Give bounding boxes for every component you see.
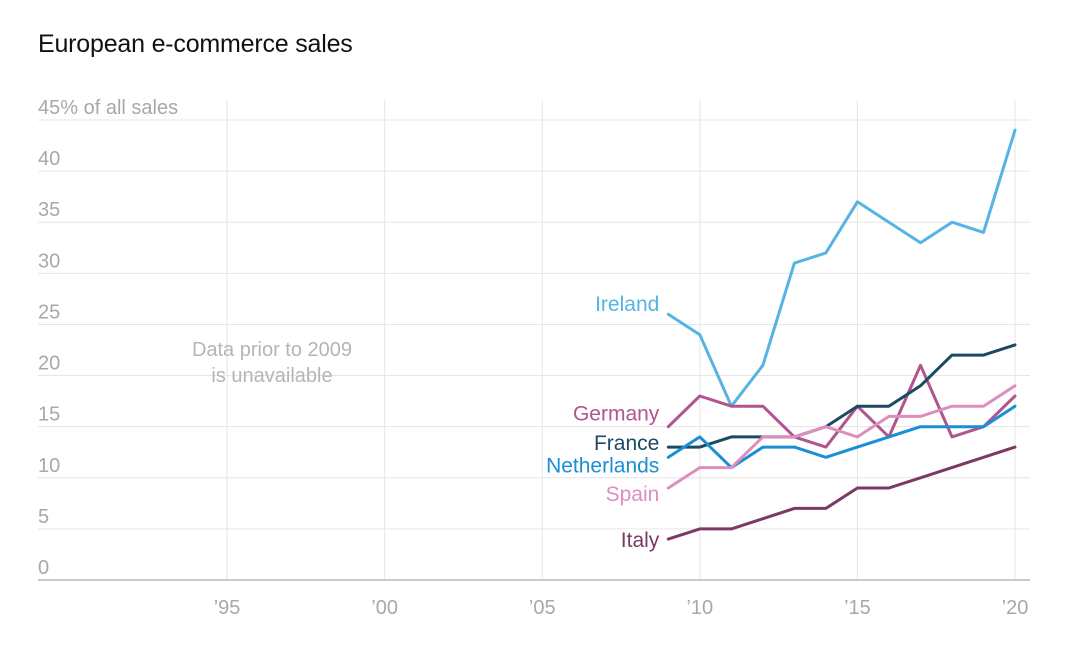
annotation-line-1: Data prior to 2009 xyxy=(192,339,352,361)
x-tick-label: ’00 xyxy=(371,597,398,619)
series-label-netherlands: Netherlands xyxy=(546,455,659,478)
y-tick-label: 0 xyxy=(38,557,49,579)
series-line-ireland xyxy=(666,128,1017,408)
y-tick-label: 30 xyxy=(38,250,60,272)
y-tick-label: 5 xyxy=(38,506,49,528)
y-axis-ticks: 0 5 10 15 20 25 30 35 40 45% of all sales xyxy=(38,97,178,579)
y-tick-label: 20 xyxy=(38,353,60,375)
x-axis-ticks: ’95 ’00 ’05 ’10 ’15 ’20 xyxy=(214,597,1029,619)
annotation-line-2: is unavailable xyxy=(211,365,332,387)
y-tick-label: 40 xyxy=(38,148,60,170)
series-label-spain: Spain xyxy=(606,483,660,506)
series-line-italy xyxy=(666,445,1017,541)
x-tick-label: ’20 xyxy=(1002,597,1029,619)
series-line-germany xyxy=(666,363,1017,449)
y-tick-label: 10 xyxy=(38,455,60,477)
y-tick-label: 45% of all sales xyxy=(38,97,178,119)
grid-layer xyxy=(38,100,1030,580)
x-tick-label: ’05 xyxy=(529,597,556,619)
y-tick-label: 15 xyxy=(38,404,60,426)
series-layer xyxy=(666,128,1017,541)
series-label-italy: Italy xyxy=(621,529,660,552)
chart-title: European e-commerce sales xyxy=(38,30,353,58)
x-tick-label: ’95 xyxy=(214,597,241,619)
x-tick-label: ’15 xyxy=(844,597,871,619)
series-line-france xyxy=(666,343,1017,449)
series-label-france: France xyxy=(594,432,659,455)
y-tick-label: 35 xyxy=(38,199,60,221)
series-line-spain xyxy=(666,384,1017,490)
x-tick-label: ’10 xyxy=(686,597,713,619)
series-label-germany: Germany xyxy=(573,402,660,425)
series-label-ireland: Ireland xyxy=(595,293,659,316)
series-line-netherlands xyxy=(666,404,1017,470)
y-tick-label: 25 xyxy=(38,301,60,323)
